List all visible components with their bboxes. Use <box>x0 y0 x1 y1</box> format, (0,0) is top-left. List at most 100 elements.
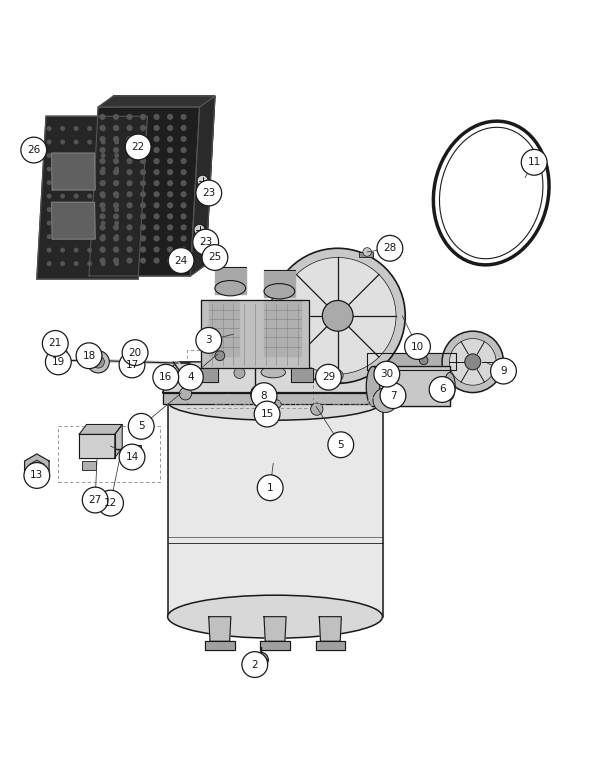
Text: 23: 23 <box>202 188 216 198</box>
Circle shape <box>47 167 52 171</box>
Text: 15: 15 <box>260 409 274 419</box>
Circle shape <box>98 490 123 516</box>
Polygon shape <box>52 203 95 239</box>
Circle shape <box>113 136 119 142</box>
Circle shape <box>154 125 160 131</box>
Circle shape <box>181 180 187 186</box>
Circle shape <box>87 139 92 145</box>
Circle shape <box>193 229 219 255</box>
Circle shape <box>114 234 119 239</box>
Circle shape <box>179 388 192 400</box>
Polygon shape <box>205 641 235 650</box>
Circle shape <box>154 136 160 142</box>
Text: 11: 11 <box>527 157 541 167</box>
Ellipse shape <box>261 367 286 378</box>
Circle shape <box>114 207 119 212</box>
Circle shape <box>167 203 173 208</box>
Circle shape <box>99 136 106 142</box>
Circle shape <box>181 252 190 260</box>
Circle shape <box>114 248 119 252</box>
Circle shape <box>254 401 280 427</box>
Circle shape <box>181 235 187 241</box>
Circle shape <box>47 207 52 212</box>
Circle shape <box>114 139 119 145</box>
Text: 18: 18 <box>82 351 96 361</box>
Ellipse shape <box>445 372 456 400</box>
Circle shape <box>140 180 146 186</box>
Circle shape <box>126 235 133 241</box>
Text: 2: 2 <box>252 660 258 670</box>
Polygon shape <box>367 353 456 369</box>
Circle shape <box>380 382 406 408</box>
Circle shape <box>99 158 106 164</box>
Text: 3: 3 <box>206 336 212 345</box>
Polygon shape <box>215 266 246 294</box>
Circle shape <box>126 180 133 186</box>
Ellipse shape <box>440 127 543 259</box>
Circle shape <box>60 139 65 145</box>
Circle shape <box>140 125 146 131</box>
Polygon shape <box>264 301 301 356</box>
Circle shape <box>181 136 187 142</box>
Circle shape <box>521 150 547 175</box>
Circle shape <box>181 224 187 231</box>
Polygon shape <box>115 425 122 457</box>
Circle shape <box>92 356 104 368</box>
Circle shape <box>254 652 268 667</box>
Circle shape <box>99 191 106 197</box>
Circle shape <box>328 432 354 457</box>
Polygon shape <box>89 107 200 276</box>
Polygon shape <box>319 617 341 641</box>
Circle shape <box>167 147 173 153</box>
Text: 7: 7 <box>390 390 396 400</box>
Text: 13: 13 <box>30 471 44 481</box>
Wedge shape <box>287 279 318 308</box>
Circle shape <box>167 136 173 142</box>
Circle shape <box>60 261 65 266</box>
Text: 4: 4 <box>187 372 193 382</box>
Circle shape <box>140 136 146 142</box>
Polygon shape <box>201 301 308 368</box>
Circle shape <box>101 167 106 171</box>
Polygon shape <box>30 460 44 476</box>
Polygon shape <box>316 641 345 650</box>
Circle shape <box>47 234 52 239</box>
Circle shape <box>113 213 119 220</box>
Circle shape <box>45 349 71 375</box>
Circle shape <box>140 169 146 175</box>
Circle shape <box>167 235 173 241</box>
Text: 22: 22 <box>131 142 145 152</box>
Circle shape <box>113 258 119 263</box>
Circle shape <box>181 246 187 252</box>
Polygon shape <box>209 617 231 641</box>
Text: 20: 20 <box>128 347 142 358</box>
Circle shape <box>181 203 187 208</box>
Polygon shape <box>260 641 290 650</box>
Circle shape <box>465 354 481 370</box>
Circle shape <box>154 203 160 208</box>
Text: 23: 23 <box>199 237 212 247</box>
Circle shape <box>154 213 160 220</box>
Ellipse shape <box>168 595 383 638</box>
Circle shape <box>99 235 106 241</box>
Circle shape <box>101 220 106 226</box>
Circle shape <box>140 114 146 120</box>
Circle shape <box>181 125 187 131</box>
Ellipse shape <box>263 399 281 410</box>
Ellipse shape <box>366 366 380 407</box>
Text: 24: 24 <box>174 256 188 266</box>
Circle shape <box>60 126 65 131</box>
Circle shape <box>87 248 92 252</box>
Circle shape <box>42 330 68 356</box>
Circle shape <box>122 340 148 365</box>
Circle shape <box>140 246 146 252</box>
Circle shape <box>154 224 160 231</box>
Text: 30: 30 <box>380 369 394 379</box>
Circle shape <box>234 368 245 379</box>
Circle shape <box>140 258 146 263</box>
Polygon shape <box>163 362 381 393</box>
Text: 8: 8 <box>261 390 267 400</box>
Circle shape <box>491 358 516 384</box>
Text: 29: 29 <box>322 372 335 382</box>
Circle shape <box>74 261 79 266</box>
